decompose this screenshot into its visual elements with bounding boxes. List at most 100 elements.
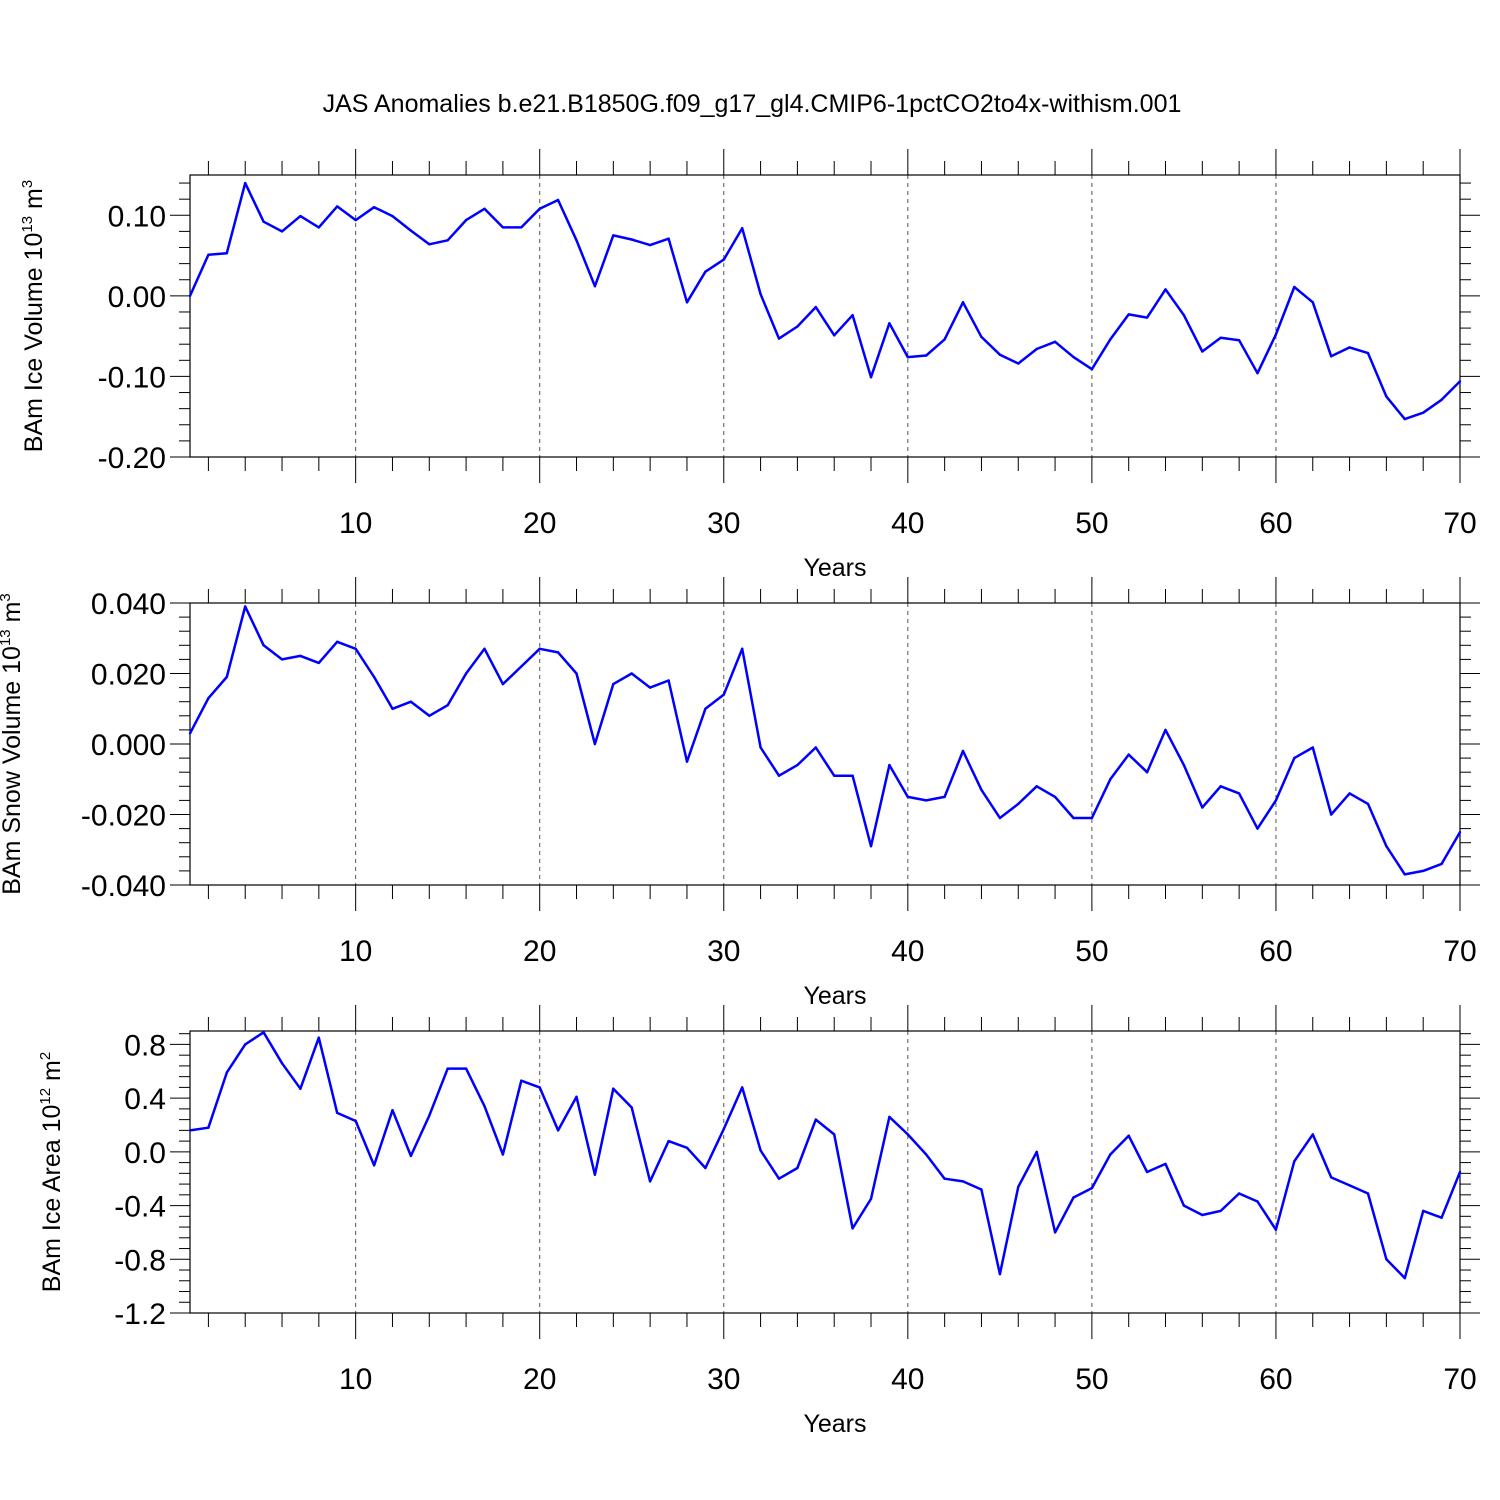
x-tick-label: 30 — [707, 935, 740, 968]
x-tick-label: 20 — [523, 1363, 556, 1396]
data-point — [1403, 417, 1407, 421]
data-point — [759, 1149, 762, 1152]
data-point — [280, 1062, 284, 1065]
data-point — [1348, 346, 1351, 349]
data-point — [1145, 316, 1149, 319]
series-line — [189, 1031, 1462, 1280]
data-point — [741, 1086, 744, 1089]
data-point — [685, 1146, 689, 1150]
data-point — [1256, 1200, 1259, 1203]
y-tick-label: -0.20 — [98, 442, 166, 475]
data-point — [759, 293, 762, 296]
chart-panel-3: -1.2 -0.8 -0.4 0.0 0.4 0.8 10 20 30 40 50 60 70 Years… — [37, 1005, 1480, 1438]
plot-frame — [189, 174, 1461, 458]
x-tick-label: 40 — [891, 935, 924, 968]
x-axis-label: Years — [803, 554, 866, 582]
chart-panel-2: -0.040 -0.020 0.000 0.020 0.040 10 20 30 40 50 60 7… — [0, 577, 1480, 1010]
data-point — [317, 661, 320, 665]
data-point — [1403, 1276, 1407, 1280]
data-point — [648, 243, 652, 247]
data-point — [372, 206, 376, 209]
data-point — [556, 1129, 560, 1132]
data-point — [851, 774, 854, 777]
x-tick-label: 50 — [1075, 935, 1108, 968]
data-point — [704, 707, 707, 710]
data-point — [1366, 351, 1370, 355]
data-point — [1366, 1192, 1370, 1195]
data-point — [796, 325, 799, 328]
y-tick-label: -0.020 — [81, 800, 166, 833]
x-axis-label: Years — [803, 1410, 866, 1438]
data-point — [1164, 728, 1167, 732]
data-point — [1145, 1170, 1149, 1174]
data-point — [1090, 1186, 1094, 1190]
data-point — [1330, 813, 1333, 816]
data-point — [1274, 333, 1278, 336]
data-point — [1348, 792, 1351, 795]
data-point — [501, 226, 505, 229]
data-point — [1127, 313, 1130, 316]
data-point — [575, 672, 578, 675]
figure-title: JAS Anomalies b.e21.B1850G.f09_g17_gl4.C… — [323, 90, 1182, 118]
data-point — [299, 1087, 302, 1090]
x-tick-label: 10 — [339, 935, 372, 968]
data-point — [1237, 1192, 1241, 1195]
data-point — [961, 1180, 965, 1183]
x-tick-label: 10 — [339, 507, 372, 540]
data-point — [814, 305, 817, 309]
data-point — [483, 647, 486, 650]
data-point — [188, 732, 192, 735]
data-point — [1311, 1133, 1315, 1136]
data-point — [1053, 340, 1057, 343]
data-point — [575, 1095, 578, 1099]
data-point — [354, 218, 357, 222]
data-point — [262, 644, 265, 647]
data-point — [225, 1071, 228, 1074]
data-point — [1403, 873, 1407, 876]
y-axis-label: BAm Ice Volume 1013 m3 — [19, 180, 48, 452]
data-point — [207, 253, 210, 256]
data-point — [1440, 398, 1443, 401]
x-tick-label: 50 — [1075, 507, 1108, 540]
data-point — [777, 337, 781, 340]
data-point — [391, 707, 394, 710]
data-point — [354, 1119, 357, 1123]
data-point — [1017, 362, 1020, 365]
data-point — [685, 760, 689, 763]
data-point — [538, 1086, 541, 1089]
x-tick-label: 30 — [707, 507, 740, 540]
data-point — [777, 1177, 781, 1180]
data-point — [207, 1126, 210, 1129]
data-point — [777, 774, 781, 777]
data-point — [685, 301, 689, 304]
data-point — [833, 334, 836, 337]
x-tick-label: 40 — [891, 507, 924, 540]
data-point — [188, 1129, 192, 1132]
data-point — [722, 693, 725, 696]
data-point — [391, 1109, 394, 1112]
data-point — [1440, 1216, 1443, 1219]
data-point — [556, 651, 560, 654]
data-point — [520, 1079, 523, 1082]
data-point — [1109, 338, 1112, 341]
x-tick-label: 60 — [1259, 935, 1292, 968]
data-point — [630, 672, 633, 675]
data-point — [814, 746, 817, 749]
data-point — [593, 742, 597, 746]
data-point — [833, 774, 836, 777]
data-point — [428, 714, 431, 717]
data-point — [1458, 830, 1462, 834]
data-point — [1422, 1209, 1425, 1213]
data-point — [446, 239, 449, 242]
data-point — [612, 234, 615, 237]
data-point — [612, 682, 615, 686]
y-tick-label: -1.2 — [114, 1298, 166, 1331]
data-point — [1458, 1170, 1462, 1174]
data-point — [630, 238, 633, 241]
y-tick-label: -0.8 — [114, 1244, 166, 1277]
data-point — [1090, 368, 1094, 371]
data-point — [1182, 314, 1186, 317]
y-tick-label: -0.040 — [81, 870, 166, 903]
data-point — [1385, 1258, 1388, 1261]
data-point — [1458, 380, 1462, 383]
